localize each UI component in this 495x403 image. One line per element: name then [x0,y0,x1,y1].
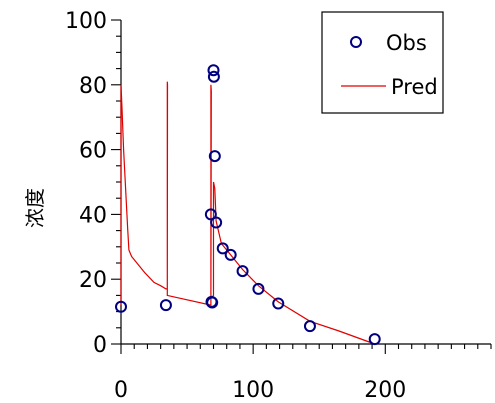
obs-series [115,64,381,346]
legend-pred-label: Pred [391,75,438,99]
pred-line [120,81,375,345]
obs-point [236,265,249,278]
obs-point [224,248,237,261]
obs-point [159,299,172,312]
legend: Obs Pred [321,11,444,114]
obs-point [368,333,381,346]
x-tick-label: 100 [232,378,274,403]
axes: 0 20 40 60 80 100 0 100 200 [65,9,492,403]
obs-point [303,320,316,333]
y-tick-label: 80 [79,74,107,99]
obs-point [252,282,265,295]
y-tick-label: 60 [79,139,107,164]
obs-point [204,208,217,221]
x-tick-label: 200 [364,378,406,403]
obs-point [207,70,220,83]
legend-obs-label: Obs [386,31,427,55]
obs-point [206,296,219,309]
obs-point [208,150,221,163]
y-tick-label: 20 [79,268,107,293]
obs-point [216,242,229,255]
y-tick-label: 100 [65,9,107,34]
y-tick-label: 40 [79,203,107,228]
y-tick-label: 0 [93,333,107,358]
pred-series [120,81,375,345]
y-axis-label: 浓度 [23,188,47,228]
x-tick-label: 0 [114,378,128,403]
legend-obs-marker [350,36,362,48]
obs-point [272,297,285,310]
legend-box [321,11,444,114]
obs-point [207,64,220,77]
obs-point [115,300,127,313]
obs-point [210,216,223,229]
